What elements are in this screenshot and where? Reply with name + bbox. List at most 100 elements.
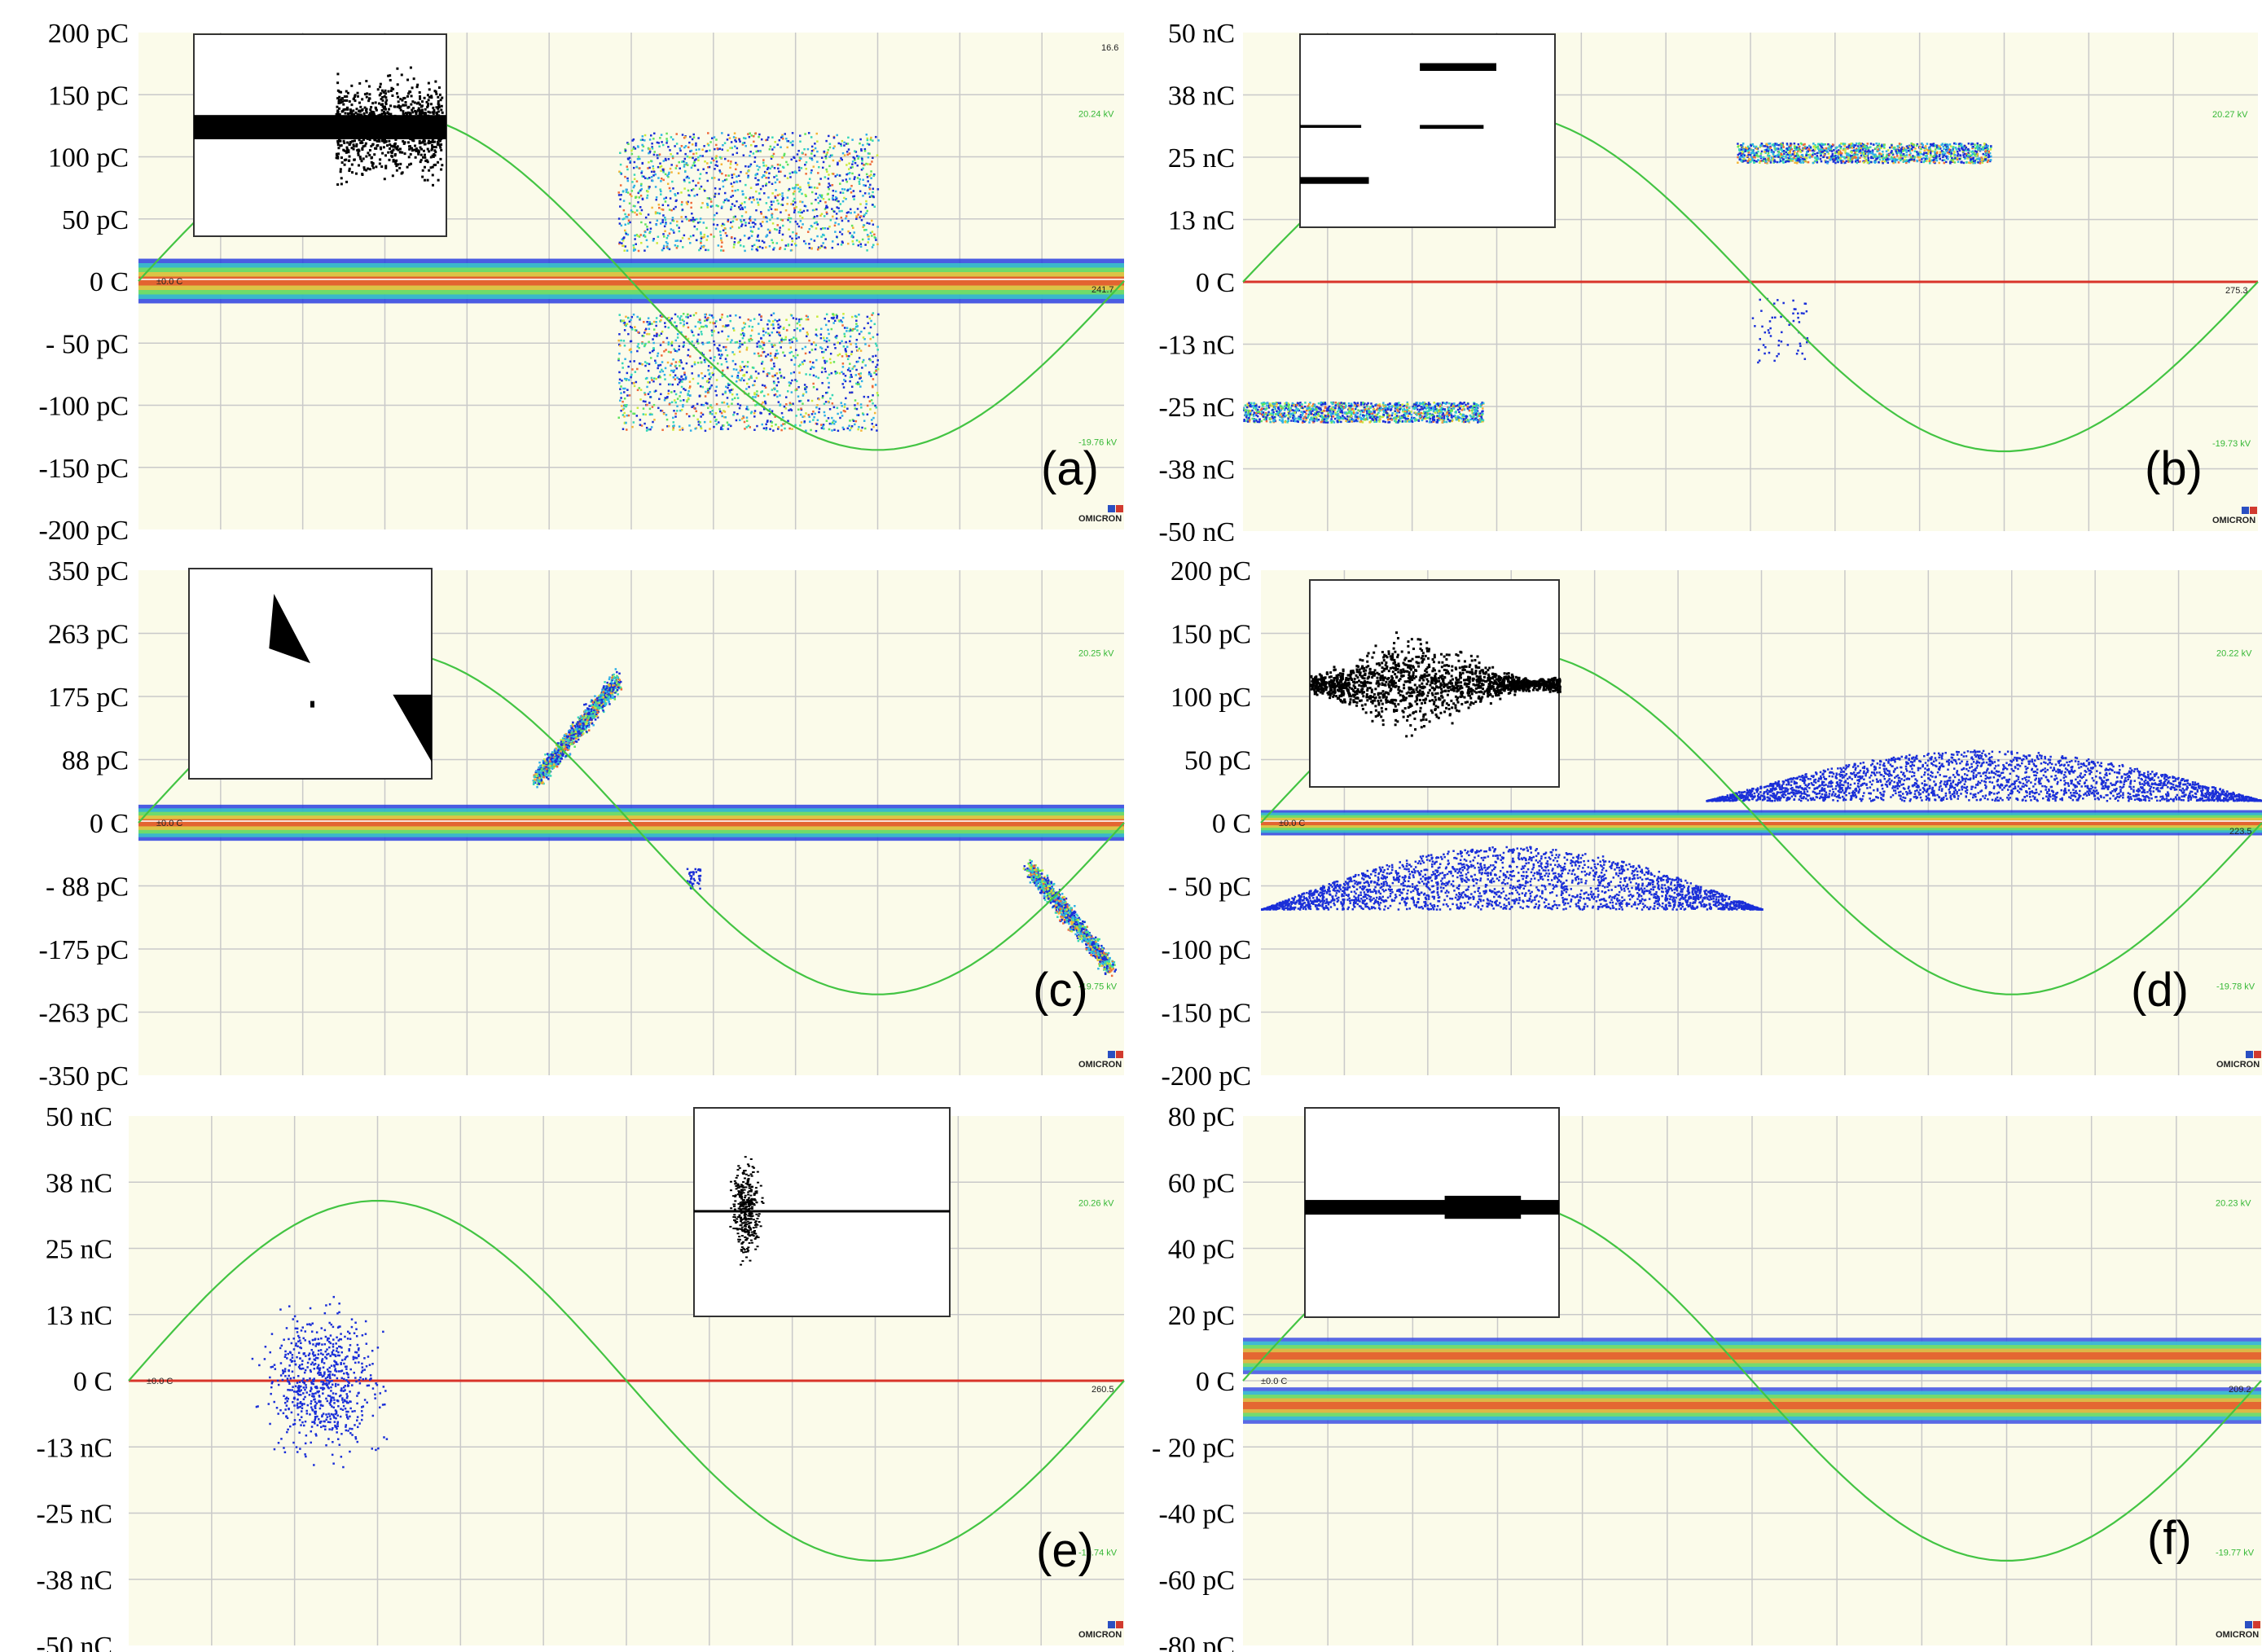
pd-point xyxy=(623,391,626,393)
pd-point xyxy=(1805,152,1807,156)
pd-point xyxy=(841,366,845,368)
pd-point xyxy=(1864,152,1867,156)
pd-point xyxy=(1859,160,1861,163)
pd-point xyxy=(659,320,661,323)
pd-point xyxy=(739,369,742,372)
pd-point xyxy=(749,226,753,229)
inset-dot xyxy=(380,147,383,151)
pd-point xyxy=(721,241,723,244)
pd-point xyxy=(1847,156,1850,159)
inset-dot xyxy=(343,95,346,99)
inset-dot xyxy=(415,102,419,105)
inset-dot xyxy=(371,129,375,132)
pd-point xyxy=(1796,152,1799,155)
pd-point xyxy=(626,233,630,236)
pd-point xyxy=(695,312,697,314)
pd-point xyxy=(832,159,835,162)
pd-point xyxy=(706,380,709,383)
inset-dot xyxy=(396,67,399,70)
pd-point xyxy=(632,138,635,141)
inset-dot xyxy=(343,141,346,144)
pd-point xyxy=(638,190,641,193)
inset-dot xyxy=(393,114,397,117)
pd-point xyxy=(775,189,777,191)
pd-point xyxy=(816,187,819,190)
inset-dot xyxy=(427,110,430,113)
pd-point xyxy=(665,142,668,144)
inset-dot xyxy=(348,123,351,126)
pd-point xyxy=(1917,152,1920,156)
pd-point xyxy=(719,237,723,239)
pd-point xyxy=(736,175,738,178)
pd-point xyxy=(762,216,765,218)
pd-point xyxy=(656,219,659,222)
inset-dot xyxy=(354,172,358,175)
pd-point xyxy=(849,187,852,190)
inset-dot xyxy=(339,139,342,143)
pd-point xyxy=(861,367,863,369)
pd-point xyxy=(683,320,685,323)
inset-dot xyxy=(338,90,341,94)
pd-point xyxy=(720,245,723,248)
pd-point xyxy=(1781,158,1785,160)
inset-dot xyxy=(352,147,355,151)
pd-point xyxy=(683,165,686,168)
pd-point xyxy=(639,317,642,320)
pd-point xyxy=(688,387,691,389)
pd-point xyxy=(688,385,692,388)
pd-point xyxy=(700,240,702,243)
pd-point xyxy=(661,204,665,207)
pd-point xyxy=(670,369,673,372)
pd-point xyxy=(802,393,805,396)
inset-dot xyxy=(411,138,415,141)
pd-point xyxy=(632,381,635,384)
inset-dot xyxy=(376,120,380,123)
pd-point xyxy=(834,190,837,193)
pd-point xyxy=(674,339,678,342)
inset-dot xyxy=(429,123,433,126)
inset-dot xyxy=(351,140,354,143)
pd-point xyxy=(873,205,876,208)
pd-point xyxy=(680,331,683,334)
pd-point xyxy=(715,379,718,381)
pd-point xyxy=(627,222,630,225)
pd-point xyxy=(1746,161,1750,164)
inset-dot xyxy=(437,138,441,142)
pd-point xyxy=(711,204,714,208)
pd-point xyxy=(1788,146,1790,148)
pd-point xyxy=(1825,160,1827,162)
pd-point xyxy=(1877,148,1879,151)
pd-point xyxy=(824,370,827,373)
pd-point xyxy=(865,133,868,136)
pd-point xyxy=(766,375,769,377)
pd-point xyxy=(844,403,846,406)
inset-dot xyxy=(353,135,356,138)
pd-point xyxy=(837,162,839,165)
pd-point xyxy=(709,377,711,380)
pd-point xyxy=(693,406,696,410)
pd-point xyxy=(745,371,749,374)
pd-point xyxy=(1870,151,1873,153)
inset-dot xyxy=(433,108,436,112)
pd-point xyxy=(823,215,826,217)
pd-point xyxy=(781,156,784,159)
pd-point xyxy=(773,146,775,149)
pd-point xyxy=(630,350,633,354)
pd-point xyxy=(680,203,683,206)
pd-point xyxy=(1882,150,1884,153)
pd-point xyxy=(1828,146,1831,148)
pd-point xyxy=(621,362,624,365)
pd-point xyxy=(1847,154,1850,156)
inset-dot xyxy=(347,159,350,162)
pd-point xyxy=(674,194,677,197)
pd-point xyxy=(1764,152,1768,154)
pd-point xyxy=(674,393,678,396)
pd-point xyxy=(875,370,877,372)
inset-dot xyxy=(343,99,346,102)
pd-point xyxy=(739,208,742,211)
pd-point xyxy=(867,143,871,146)
pd-point xyxy=(744,200,746,204)
pd-point xyxy=(722,143,724,147)
pd-point xyxy=(1967,147,1970,151)
pd-point xyxy=(1789,150,1791,153)
